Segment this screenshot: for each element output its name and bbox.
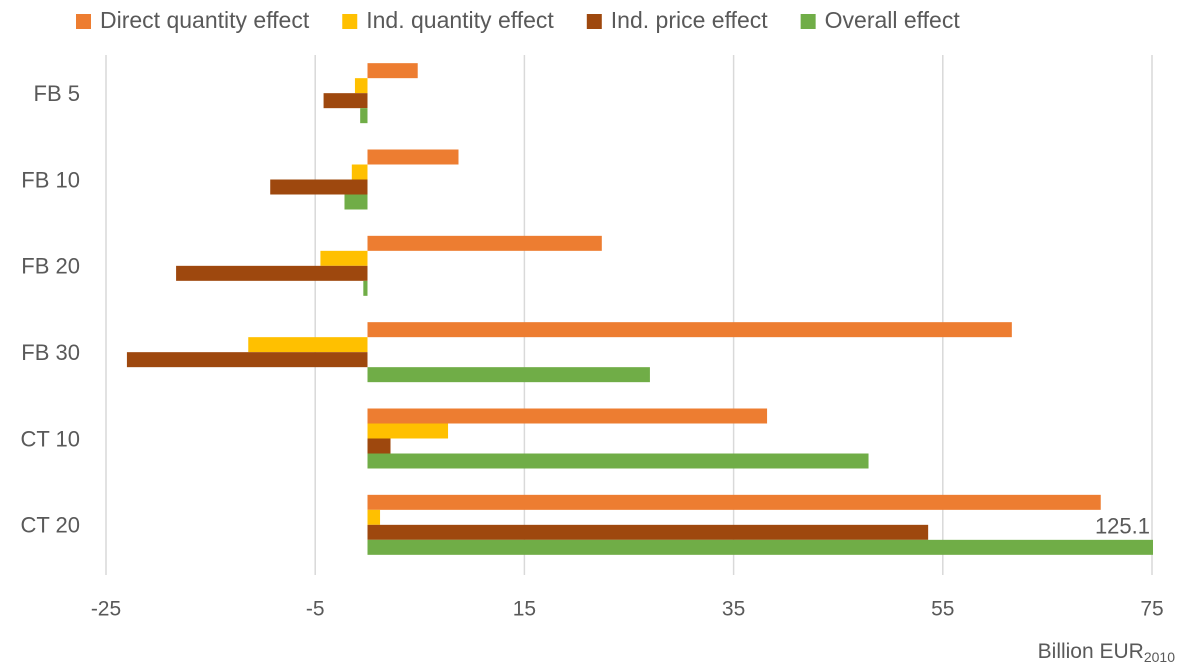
bar xyxy=(367,494,1101,510)
x-tick-label: -5 xyxy=(306,598,325,621)
legend-swatch xyxy=(76,14,91,29)
legend-label: Ind. quantity effect xyxy=(366,7,554,33)
legend-swatch xyxy=(800,14,816,29)
x-tick-label: 55 xyxy=(931,598,954,621)
x-axis-label-text: Billion EUR xyxy=(1038,640,1144,663)
bar xyxy=(126,352,368,368)
bar xyxy=(363,280,368,296)
legend-swatch xyxy=(586,14,602,29)
x-tick-label: -25 xyxy=(91,598,121,621)
y-tick-label: FB 5 xyxy=(34,81,80,106)
bar xyxy=(320,250,368,266)
bar xyxy=(248,337,368,353)
bar xyxy=(367,408,768,424)
bar xyxy=(360,108,368,124)
legend-label: Ind. price effect xyxy=(611,7,768,33)
bar xyxy=(367,453,869,469)
bar xyxy=(367,539,1153,555)
y-tick-label: CT 10 xyxy=(20,426,80,451)
legend-label: Overall effect xyxy=(825,7,961,33)
bar xyxy=(323,93,368,109)
bar xyxy=(176,265,368,281)
bar xyxy=(367,322,1012,338)
x-tick-label: 35 xyxy=(722,598,745,621)
y-tick-label: FB 10 xyxy=(21,167,80,192)
legend-swatch xyxy=(342,14,358,29)
data-label: 125.1 xyxy=(1095,514,1150,539)
bars xyxy=(126,63,1153,555)
bar xyxy=(344,194,368,210)
bar xyxy=(351,164,368,180)
bar xyxy=(367,524,929,540)
bar xyxy=(354,78,368,94)
x-tick-label: 15 xyxy=(513,598,536,621)
bar xyxy=(367,423,449,439)
bar xyxy=(367,63,418,79)
y-tick-label: CT 20 xyxy=(20,513,80,538)
y-tick-label: FB 30 xyxy=(21,340,80,365)
bar xyxy=(367,438,391,454)
bar xyxy=(270,179,368,195)
bar xyxy=(367,235,602,251)
bar xyxy=(367,149,459,165)
x-axis-label-sub: 2010 xyxy=(1144,649,1175,665)
x-axis-label: Billion EUR2010 xyxy=(1038,640,1176,665)
legend-label: Direct quantity effect xyxy=(100,7,310,33)
bar xyxy=(367,367,650,383)
bar xyxy=(367,509,381,525)
y-tick-label: FB 20 xyxy=(21,254,80,279)
grid xyxy=(105,55,1153,575)
x-tick-label: 75 xyxy=(1140,598,1163,621)
